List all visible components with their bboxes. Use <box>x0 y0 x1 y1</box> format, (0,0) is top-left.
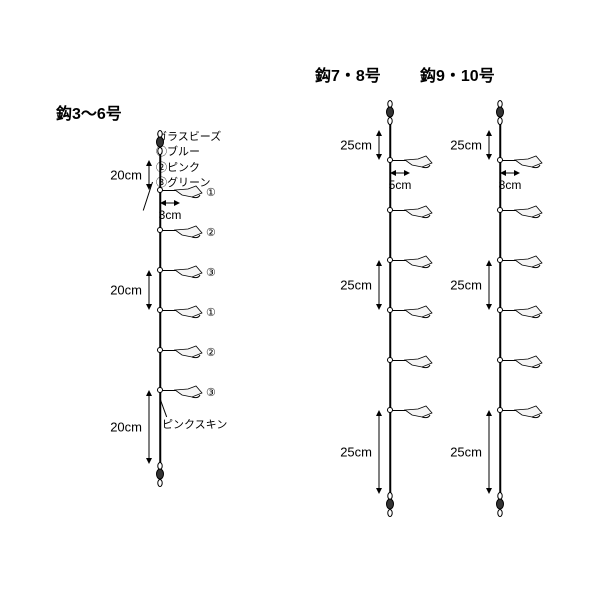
skin-label: ピンクスキン <box>162 416 227 432</box>
hook-branch: ③ <box>160 390 210 410</box>
title-left: 鈎3～6号 <box>56 100 122 124</box>
bead <box>387 257 393 263</box>
hook-icon <box>514 304 544 322</box>
bead <box>157 347 163 353</box>
bead <box>387 157 393 163</box>
dim-horizontal: 5cm <box>390 168 410 182</box>
swivel-top <box>495 100 505 126</box>
hook-branch: ① <box>160 310 210 330</box>
dim-label: 25cm <box>450 278 482 293</box>
hook-number: ① <box>206 306 216 319</box>
swivel-bottom <box>495 492 505 518</box>
hook-branch <box>500 260 550 280</box>
dim-label: 20cm <box>110 420 142 435</box>
hook-branch: ③ <box>160 270 210 290</box>
dim-vertical: 25cm <box>448 410 494 494</box>
bead <box>157 307 163 313</box>
hook-icon <box>514 254 544 272</box>
hook-branch <box>390 260 440 280</box>
rig-right: 25cm 25cm 25cm 8cm <box>440 100 560 530</box>
hook-number: ② <box>206 346 216 359</box>
swivel-top <box>385 100 395 126</box>
hook-icon <box>514 204 544 222</box>
rig-left: ① ② ③ ① ② <box>100 130 220 490</box>
dim-horizontal: 3cm <box>160 198 180 212</box>
hook-branch <box>500 310 550 330</box>
hook-number: ③ <box>206 386 216 399</box>
hook-icon <box>174 264 204 282</box>
dim-vertical: 25cm <box>338 260 384 310</box>
dim-label: 25cm <box>340 138 372 153</box>
hook-branch <box>390 360 440 380</box>
hook-icon <box>174 304 204 322</box>
dim-vertical: 20cm <box>108 390 154 464</box>
dim-vertical: 25cm <box>338 130 384 160</box>
bead <box>497 207 503 213</box>
hook-branch <box>500 360 550 380</box>
hook-icon <box>174 344 204 362</box>
swivel-top <box>155 130 165 156</box>
bead <box>497 407 503 413</box>
bead <box>157 187 163 193</box>
bead <box>497 157 503 163</box>
dim-vertical: 25cm <box>448 260 494 310</box>
dim-vertical: 20cm <box>108 160 154 190</box>
hook-icon <box>514 404 544 422</box>
hook-branch <box>390 310 440 330</box>
hook-icon <box>404 204 434 222</box>
dim-label: 25cm <box>340 445 372 460</box>
hook-branch <box>390 210 440 230</box>
dim-horizontal: 8cm <box>500 168 520 182</box>
hook-branch: ② <box>160 350 210 370</box>
title-right-1: 鈎7・8号 <box>315 62 381 86</box>
swivel-bottom <box>385 492 395 518</box>
dim-vertical: 25cm <box>338 410 384 494</box>
bead <box>497 307 503 313</box>
bead <box>497 257 503 263</box>
hook-icon <box>514 354 544 372</box>
title-right-2: 鈎9・10号 <box>420 62 495 86</box>
hook-icon <box>174 384 204 402</box>
bead <box>497 357 503 363</box>
bead <box>387 307 393 313</box>
bead <box>387 207 393 213</box>
hook-number: ③ <box>206 266 216 279</box>
hook-icon <box>404 304 434 322</box>
hook-branch <box>390 410 440 430</box>
hook-branch: ② <box>160 230 210 250</box>
dim-h-label: 8cm <box>499 178 522 192</box>
bead <box>387 407 393 413</box>
bead <box>387 357 393 363</box>
dim-vertical: 20cm <box>108 270 154 310</box>
hook-branch <box>500 410 550 430</box>
dim-h-label: 5cm <box>389 178 412 192</box>
hook-number: ② <box>206 226 216 239</box>
hook-branch <box>500 210 550 230</box>
hook-icon <box>174 224 204 242</box>
hook-icon <box>404 254 434 272</box>
hook-icon <box>404 354 434 372</box>
hook-number: ① <box>206 186 216 199</box>
swivel-bottom <box>155 462 165 488</box>
dim-label: 25cm <box>340 278 372 293</box>
bead <box>157 267 163 273</box>
rig-mid: 25cm 25cm 25cm 5cm <box>330 100 450 530</box>
dim-label: 25cm <box>450 445 482 460</box>
bead <box>157 387 163 393</box>
dim-label: 25cm <box>450 138 482 153</box>
bead <box>157 227 163 233</box>
dim-h-label: 3cm <box>159 208 182 222</box>
dim-label: 20cm <box>110 283 142 298</box>
dim-label: 20cm <box>110 168 142 183</box>
hook-icon <box>404 404 434 422</box>
dim-vertical: 25cm <box>448 130 494 160</box>
